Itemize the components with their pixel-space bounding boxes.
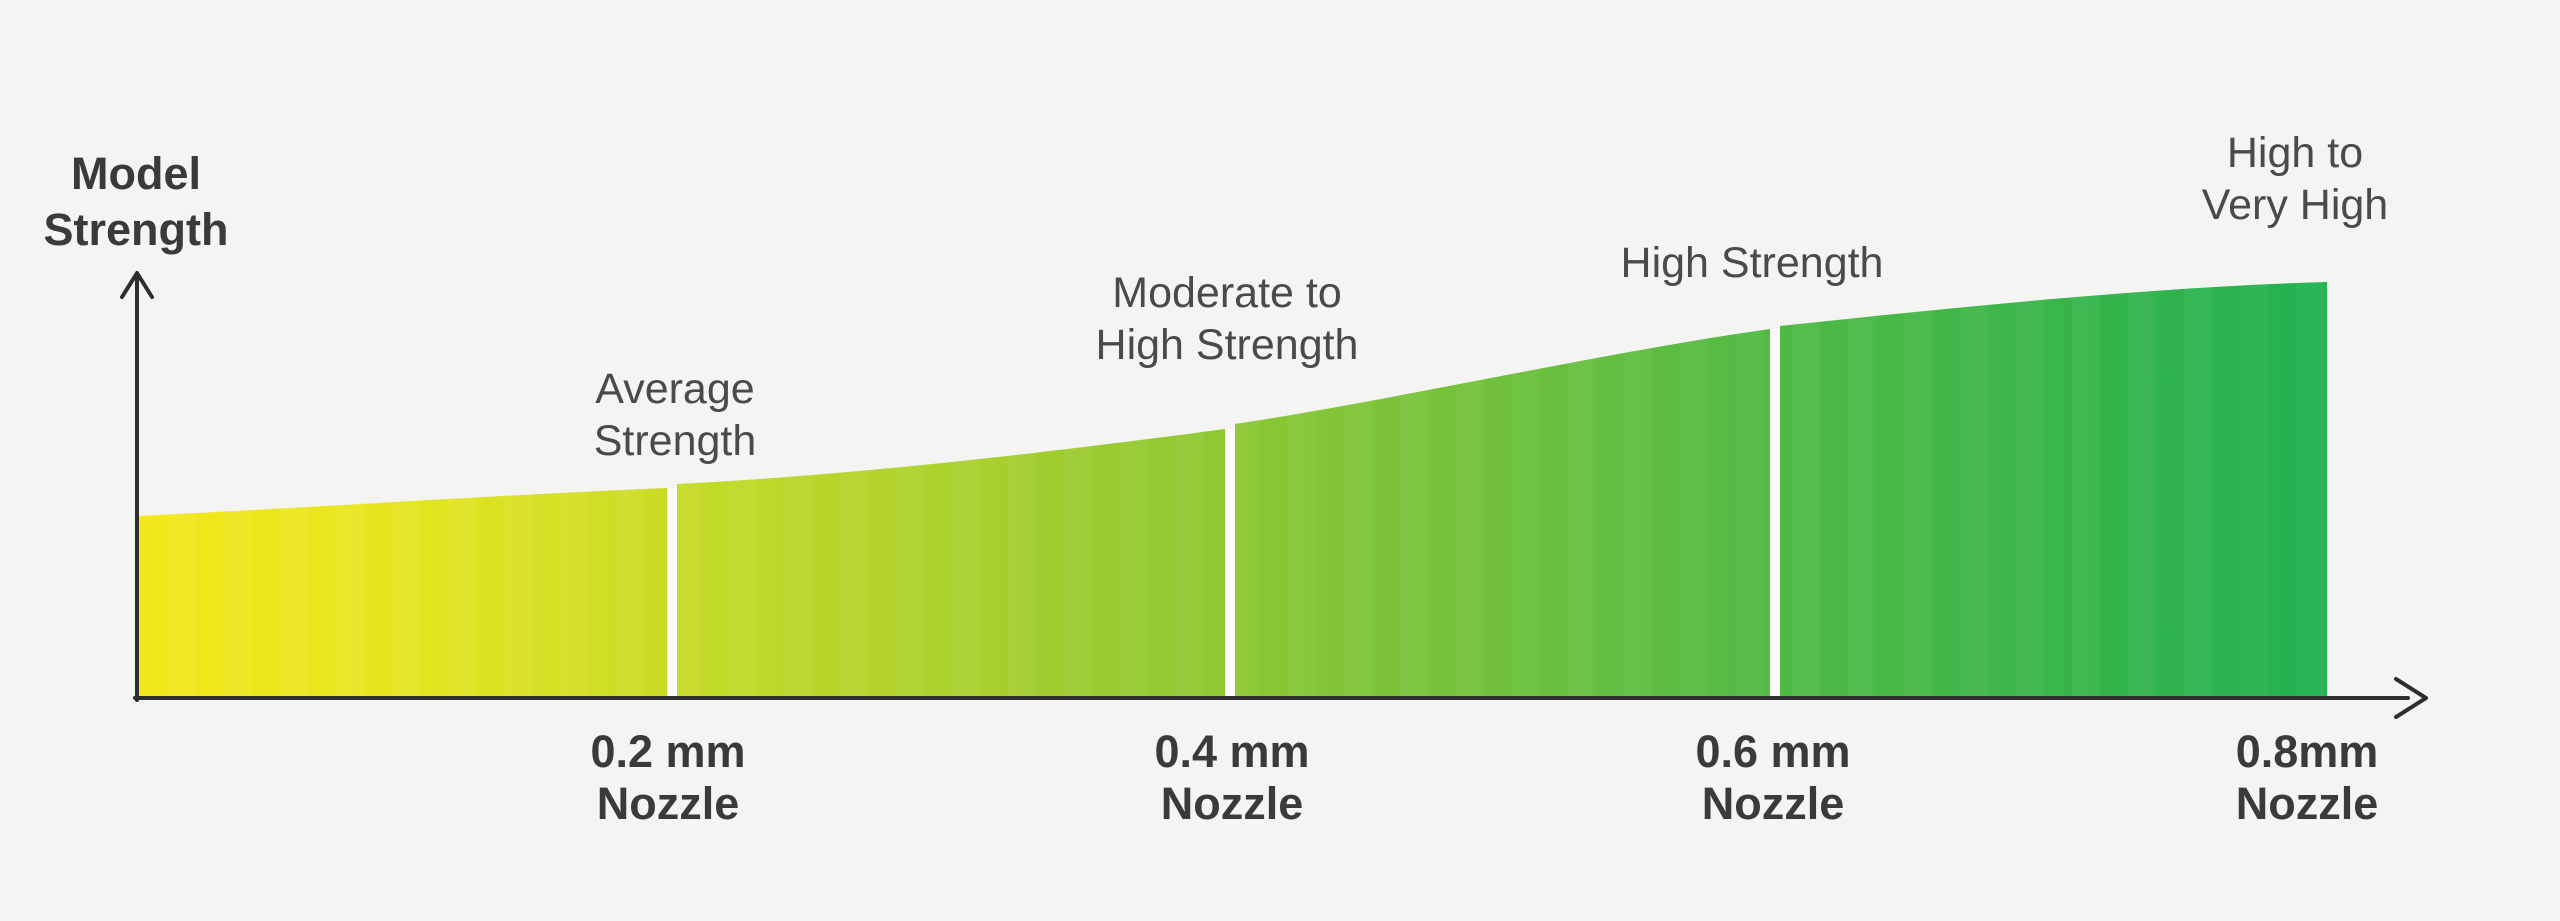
y-axis-title: Model Strength [43,148,229,256]
segment-label-average-strength: Average Strength [593,365,757,465]
segment-label-high-to-very-high: High to Very High [2201,129,2389,229]
y-axis-arrow-icon [120,271,154,299]
x-axis-arrow-icon [2394,677,2428,719]
divider-1 [667,488,677,697]
segment-dividers [667,329,1780,697]
x-tick-label-0-2mm-nozzle: 0.2 mm Nozzle [590,726,746,830]
divider-2 [1225,429,1235,697]
segment-label-moderate-to-high-strength: Moderate to High Strength [1095,269,1359,369]
x-tick-label-0-6mm-nozzle: 0.6 mm Nozzle [1695,726,1851,830]
x-tick-label-0-4mm-nozzle: 0.4 mm Nozzle [1154,726,1310,830]
x-tick-label-0-8mm-nozzle: 0.8mm Nozzle [2235,726,2379,830]
segment-label-high-strength: High Strength [1620,239,1884,287]
divider-3 [1770,329,1780,697]
axes [120,271,2428,719]
